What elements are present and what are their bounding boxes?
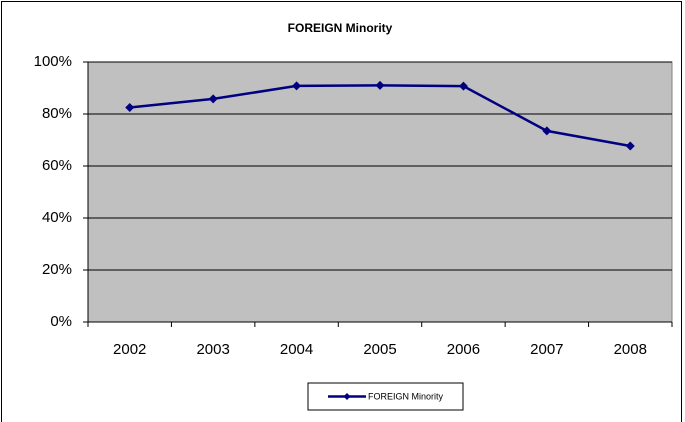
x-tick-label: 2003 — [196, 341, 229, 358]
y-tick-label: 60% — [42, 157, 72, 174]
point-marker — [125, 103, 135, 112]
x-tick-label: 2008 — [614, 341, 647, 358]
point-marker — [458, 81, 468, 91]
x-tick-label: 2006 — [447, 341, 480, 358]
y-tick-label: 40% — [42, 209, 72, 226]
y-tick-label: 100% — [34, 53, 72, 70]
point-marker — [375, 80, 385, 90]
point-marker — [208, 94, 218, 104]
x-tick-label: 2002 — [113, 341, 146, 358]
y-tick-label: 20% — [42, 261, 72, 278]
point-marker — [625, 141, 635, 151]
y-tick-label: 80% — [42, 105, 72, 122]
x-tick-label: 2005 — [363, 341, 396, 358]
x-tick-label: 2007 — [530, 341, 563, 358]
legend-marker — [343, 393, 351, 400]
y-tick-label: 0% — [50, 313, 72, 330]
plot-area — [87, 61, 673, 323]
point-marker — [292, 81, 302, 91]
point-marker — [542, 126, 552, 136]
legend-label: FOREIGN Minority — [368, 391, 444, 401]
chart-title: FOREIGN Minority — [288, 21, 393, 35]
x-tick-label: 2004 — [280, 341, 313, 358]
